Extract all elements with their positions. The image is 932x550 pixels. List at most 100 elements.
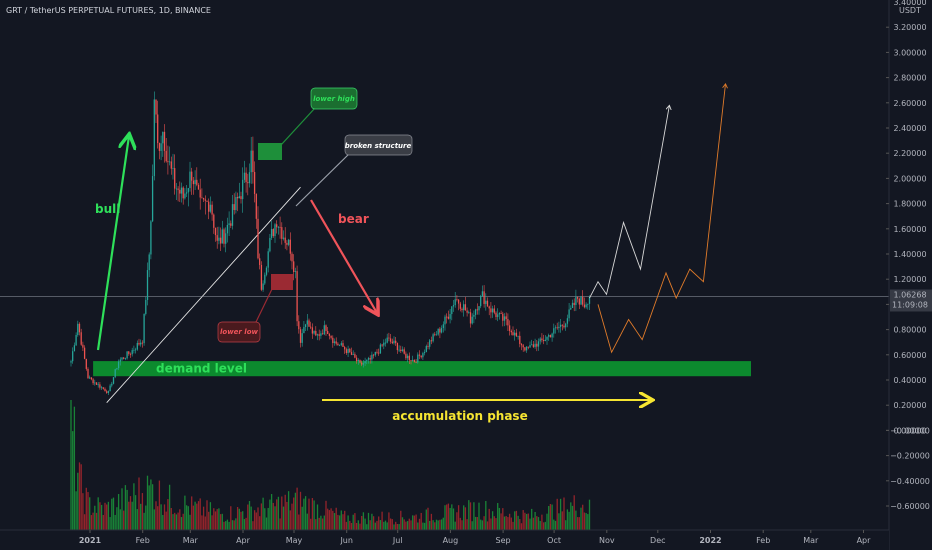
volume-bar [121, 488, 123, 530]
candle-body [321, 333, 324, 335]
candle-body [143, 313, 145, 344]
lower-low-box[interactable] [271, 274, 293, 290]
candle-body [481, 291, 484, 297]
volume-bar [469, 502, 472, 530]
candle-body [401, 349, 404, 352]
candle-body [541, 338, 543, 341]
candle-body [497, 314, 499, 317]
lower-high-callout[interactable] [310, 87, 358, 110]
volume-bar [519, 519, 521, 530]
volume-bar [578, 517, 580, 530]
volume-bar [459, 517, 461, 530]
volume-bar [306, 513, 308, 530]
candle-body [158, 143, 161, 151]
time-tick-label: Dec [650, 536, 665, 545]
candle-body [558, 326, 560, 329]
time-tick-label: Sep [496, 536, 511, 545]
volume-bar [298, 514, 300, 530]
time-axis[interactable] [0, 530, 889, 550]
candle-body [78, 323, 81, 333]
volume-bar [238, 508, 240, 530]
candle-body [389, 338, 392, 342]
candle-body [503, 316, 506, 321]
volume-bar [279, 518, 281, 530]
candle-body [286, 242, 288, 245]
volume-bar [201, 515, 203, 530]
lower-low-connector [255, 288, 273, 323]
volume-bar [520, 523, 523, 530]
volume-bar [510, 517, 512, 530]
candle-body [573, 302, 575, 305]
candle-body [565, 323, 567, 328]
price-axis[interactable] [889, 0, 932, 550]
candle-body [138, 342, 140, 345]
time-tick-label: Oct [547, 536, 561, 545]
volume-bar [267, 507, 269, 530]
candle-body [434, 334, 436, 336]
volume-bar [124, 485, 127, 530]
volume-bar [350, 522, 353, 530]
bull-label: bull [95, 202, 120, 216]
candle-body [388, 337, 390, 339]
candle-body [182, 187, 184, 199]
volume-bar [568, 511, 570, 530]
volume-bar [536, 516, 538, 530]
volume-bar [140, 503, 142, 530]
volume-bar [335, 507, 337, 530]
support-trendline[interactable] [106, 186, 301, 403]
candle-body [474, 309, 477, 315]
volume-bar [270, 494, 273, 530]
candle-body [199, 189, 201, 198]
volume-bar [486, 521, 489, 530]
candle-body [325, 325, 327, 331]
volume-bar [240, 511, 242, 530]
candle-body [308, 320, 310, 327]
candle-body [131, 350, 133, 355]
volume-bar [537, 517, 540, 530]
volume-bar [378, 516, 380, 530]
volume-bar [532, 517, 535, 530]
candle-body [429, 340, 431, 347]
volume-bar [544, 521, 546, 530]
demand-zone[interactable] [93, 361, 752, 377]
lower-high-box[interactable] [258, 143, 282, 160]
volume-bar [551, 504, 553, 530]
candle-body [444, 316, 446, 325]
volume-bar [95, 512, 98, 530]
volume-bar [293, 497, 295, 530]
volume-bar [83, 514, 86, 530]
candle-body [463, 304, 465, 311]
time-tick-label: 2021 [79, 536, 102, 545]
candle-body [480, 296, 482, 307]
candle-body [267, 251, 269, 268]
candle-body [214, 227, 217, 236]
candle-body [349, 348, 351, 353]
candle-body [559, 324, 562, 327]
volume-bar [269, 499, 271, 530]
volume-bar [189, 514, 191, 530]
candle-body [228, 223, 230, 225]
volume-bar [296, 487, 298, 530]
candle-body [576, 297, 579, 299]
candle-body [502, 313, 504, 321]
candle-body [364, 361, 366, 364]
candle-body [587, 303, 589, 305]
lower-low-callout[interactable] [217, 321, 261, 343]
volume-bar [471, 521, 473, 530]
volume-bar [294, 492, 297, 530]
candle-body [539, 338, 541, 342]
candle-body [544, 339, 546, 342]
time-tick-label: Feb [756, 536, 770, 545]
candle-body [306, 320, 308, 325]
volume-bar [457, 505, 460, 530]
volume-bar [439, 519, 441, 530]
candle-body [279, 226, 281, 228]
candle-body [111, 383, 113, 386]
candle-body [566, 318, 569, 324]
candle-body [413, 359, 416, 363]
candle-body [272, 229, 274, 237]
candle-body [367, 358, 370, 360]
candle-body [508, 325, 511, 331]
broken-structure-callout[interactable] [344, 134, 413, 156]
